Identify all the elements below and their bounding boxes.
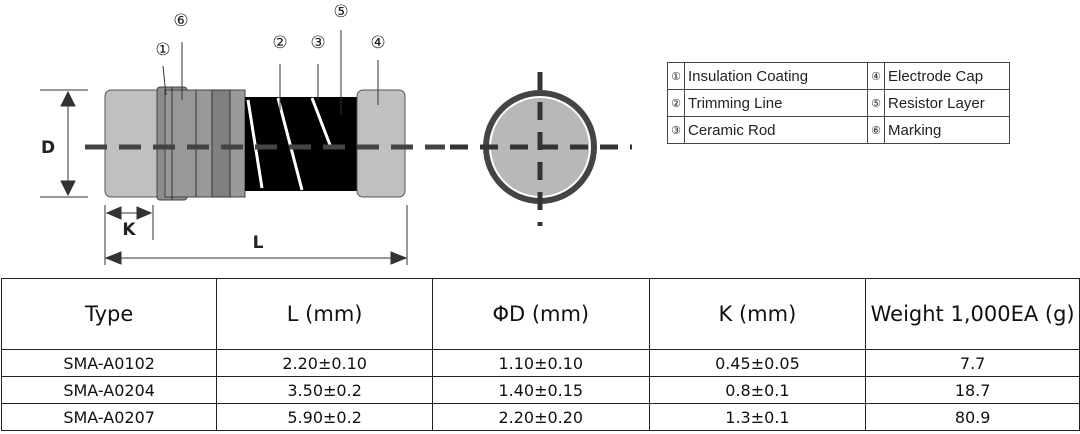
legend-label: Insulation Coating <box>684 62 868 90</box>
cell-d: 1.10±0.10 <box>431 349 650 377</box>
cell-k: 0.8±0.1 <box>648 376 867 404</box>
spec-header-row: Type L (mm) ΦD (mm) K (mm) Weight 1,000E… <box>0 278 1080 350</box>
callout-lines <box>162 30 379 115</box>
cell-l: 2.20±0.10 <box>216 349 433 377</box>
cell-weight: 7.7 <box>865 349 1080 377</box>
callout-6: ⑥ <box>173 11 188 31</box>
header-weight: Weight 1,000EA (g) <box>865 278 1080 350</box>
table-row: SMA-A0102 2.20±0.10 1.10±0.10 0.45±0.05 … <box>0 349 1080 377</box>
header-type: Type <box>0 278 218 350</box>
cell-weight: 80.9 <box>865 403 1080 431</box>
header-k: K (mm) <box>648 278 867 350</box>
cell-l: 3.50±0.2 <box>216 376 433 404</box>
dimension-l-label: L <box>253 233 264 253</box>
legend-num: ③ <box>667 116 685 144</box>
callout-5: ⑤ <box>333 2 348 22</box>
callout-4: ④ <box>370 33 385 53</box>
legend-label: Marking <box>884 116 1010 144</box>
trimming-line <box>276 97 304 191</box>
resistor-end-view <box>450 72 632 226</box>
legend-num: ⑥ <box>867 116 885 144</box>
cell-type: SMA-A0207 <box>0 403 218 431</box>
resistor-side-view <box>85 86 445 201</box>
callout-3: ③ <box>310 33 325 53</box>
legend-row: ② Trimming Line ⑤ Resistor Layer <box>667 89 1010 117</box>
cell-type: SMA-A0204 <box>0 376 218 404</box>
header-l: L (mm) <box>216 278 433 350</box>
legend-label: Ceramic Rod <box>684 116 868 144</box>
dimension-k-label: K <box>122 220 136 240</box>
legend-label: Trimming Line <box>684 89 868 117</box>
resistor-layer <box>245 97 357 191</box>
cell-weight: 18.7 <box>865 376 1080 404</box>
resistor-diagram: ① ② ③ ④ ⑤ ⑥ D K L <box>40 2 632 265</box>
cell-d: 2.20±0.20 <box>431 403 650 431</box>
callout-2: ② <box>272 33 287 53</box>
right-electrode-cap <box>356 89 406 198</box>
left-electrode-cap <box>104 89 166 198</box>
header-d: ΦD (mm) <box>431 278 650 350</box>
legend-num: ① <box>667 62 685 90</box>
legend-num: ④ <box>867 62 885 90</box>
legend-row: ① Insulation Coating ④ Electrode Cap <box>667 62 1010 90</box>
cell-k: 0.45±0.05 <box>648 349 867 377</box>
legend-label: Resistor Layer <box>884 89 1010 117</box>
cell-type: SMA-A0102 <box>0 349 218 377</box>
marking-bands <box>164 89 246 198</box>
table-row: SMA-A0207 5.90±0.2 2.20±0.20 1.3±0.1 80.… <box>0 403 1080 431</box>
legend-num: ⑤ <box>867 89 885 117</box>
dimension-d-label: D <box>41 138 55 158</box>
parts-legend: ① Insulation Coating ④ Electrode Cap ② T… <box>667 62 1010 144</box>
cell-k: 1.3±0.1 <box>648 403 867 431</box>
cell-l: 5.90±0.2 <box>216 403 433 431</box>
legend-row: ③ Ceramic Rod ⑥ Marking <box>667 116 1010 144</box>
callout-1: ① <box>155 40 170 60</box>
legend-label: Electrode Cap <box>884 62 1010 90</box>
spec-table: Type L (mm) ΦD (mm) K (mm) Weight 1,000E… <box>0 278 1080 431</box>
table-row: SMA-A0204 3.50±0.2 1.40±0.15 0.8±0.1 18.… <box>0 376 1080 404</box>
dimension-marks <box>40 89 408 265</box>
cell-d: 1.40±0.15 <box>431 376 650 404</box>
legend-num: ② <box>667 89 685 117</box>
